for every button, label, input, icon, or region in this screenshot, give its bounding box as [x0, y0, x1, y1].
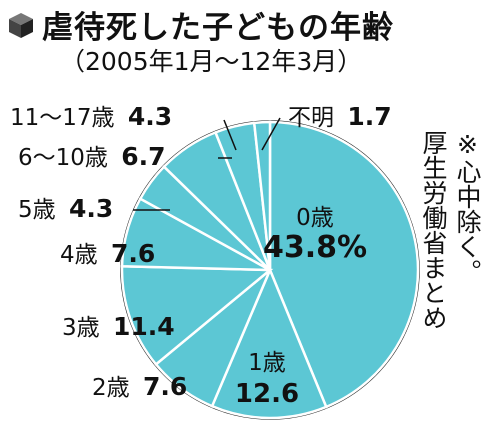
pie-slice-3 — [120, 264, 274, 367]
slice-label-2: 2歳 7.6 — [92, 372, 187, 401]
cube-icon — [9, 12, 33, 38]
pie-slice-1 — [210, 266, 328, 420]
slice-label-0: 0歳 — [296, 205, 334, 231]
slice-value-2: 7.6 — [143, 372, 187, 401]
slice-label-6: 6〜10歳 6.7 — [18, 142, 166, 171]
slice-label-5: 5歳 4.3 — [18, 194, 113, 223]
slice-value-5: 4.3 — [69, 194, 113, 223]
source-note: ※心中除く。 厚生労働省まとめ — [416, 130, 484, 330]
slice-label-4: 4歳 7.6 — [60, 239, 155, 268]
slice-label-1: 1歳 — [248, 350, 286, 376]
slice-label-7: 11〜17歳 4.3 — [10, 102, 172, 131]
leader-line-7 — [223, 119, 237, 151]
slice-value-3: 11.4 — [113, 312, 175, 341]
slice-value-1: 12.6 — [235, 379, 299, 409]
note-line-1: ※心中除く。 — [453, 130, 482, 284]
pie-slice-8 — [252, 120, 272, 271]
slice-value-0: 43.8% — [263, 230, 367, 265]
slice-label-3: 3歳 11.4 — [62, 312, 175, 341]
slice-value-8: 1.7 — [347, 102, 391, 131]
chart-title: 虐待死した子どもの年齢 — [42, 10, 394, 46]
chart-subtitle: （2005年1月〜12年3月） — [60, 47, 363, 76]
slice-value-7: 4.3 — [128, 102, 172, 131]
note-line-2: 厚生労働省まとめ — [419, 130, 448, 330]
slice-label-8: 不明 1.7 — [288, 102, 392, 131]
pie-slice-0 — [268, 120, 420, 409]
title-row: 虐待死した子どもの年齢 — [6, 2, 394, 47]
leader-line-8 — [261, 117, 281, 151]
slice-value-4: 7.6 — [111, 239, 155, 268]
slice-value-6: 6.7 — [121, 142, 165, 171]
